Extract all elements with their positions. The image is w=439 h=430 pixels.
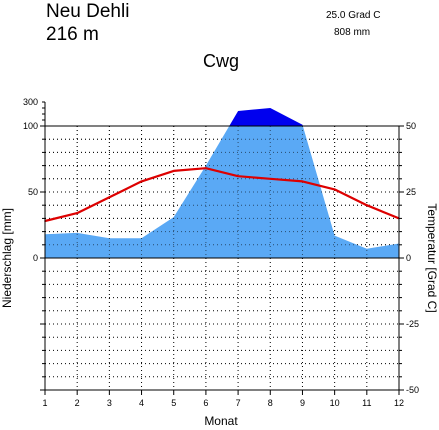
x-tick-label: 12 (394, 398, 404, 408)
temperature-point (301, 180, 304, 183)
station-name: Neu Dehli (46, 1, 129, 22)
x-tick-label: 9 (300, 398, 305, 408)
precipitation-series (45, 108, 399, 258)
temperature-point (333, 188, 336, 191)
y-left-tick-label: 100 (23, 121, 38, 131)
axes (40, 101, 404, 395)
grid-overlay (45, 126, 399, 258)
y-axis-left-label: Niederschlag [mm] (0, 208, 14, 308)
temperature-point (366, 204, 368, 206)
x-tick-label: 4 (139, 398, 144, 408)
precipitation-excess-area (229, 108, 303, 126)
temperature-line (44, 167, 400, 223)
y-right-tick-label: 50 (406, 121, 416, 131)
temperature-point (172, 170, 175, 172)
y-right-tick-label: 25 (406, 187, 416, 197)
x-tick-label: 5 (171, 398, 176, 408)
x-tick-label: 11 (362, 398, 371, 408)
temperature-point (237, 175, 239, 177)
x-tick-label: 1 (42, 398, 47, 408)
x-tick-label: 2 (75, 398, 80, 408)
y-right-tick-label: 0 (406, 253, 411, 263)
x-tick-label: 8 (268, 398, 273, 408)
x-tick-label: 10 (330, 398, 340, 408)
y-right-tick-label: -50 (406, 385, 419, 395)
y-left-tick-label: 300 (23, 97, 38, 107)
y-right-tick-label: -25 (406, 319, 419, 329)
y-axis-right-label: Temperatur [Grad C] (425, 203, 439, 312)
x-tick-label: 6 (203, 398, 208, 408)
temperature-point (76, 212, 78, 214)
x-axis-label: Monat (204, 414, 238, 428)
temperature-point (108, 196, 111, 199)
y-left-tick-label: 50 (28, 187, 38, 197)
chart-title: Cwg (203, 51, 239, 71)
temperature-point (140, 180, 143, 183)
station-elevation: 216 m (46, 24, 99, 45)
precipitation-area (45, 126, 399, 258)
mean-temperature: 25.0 Grad C (326, 10, 380, 21)
x-tick-label: 7 (236, 398, 241, 408)
y-left-tick-label: 0 (33, 253, 38, 263)
temperature-point (269, 178, 272, 180)
temperature-point (205, 167, 207, 170)
x-tick-label: 3 (107, 398, 112, 408)
annual-precipitation: 808 mm (334, 27, 370, 38)
